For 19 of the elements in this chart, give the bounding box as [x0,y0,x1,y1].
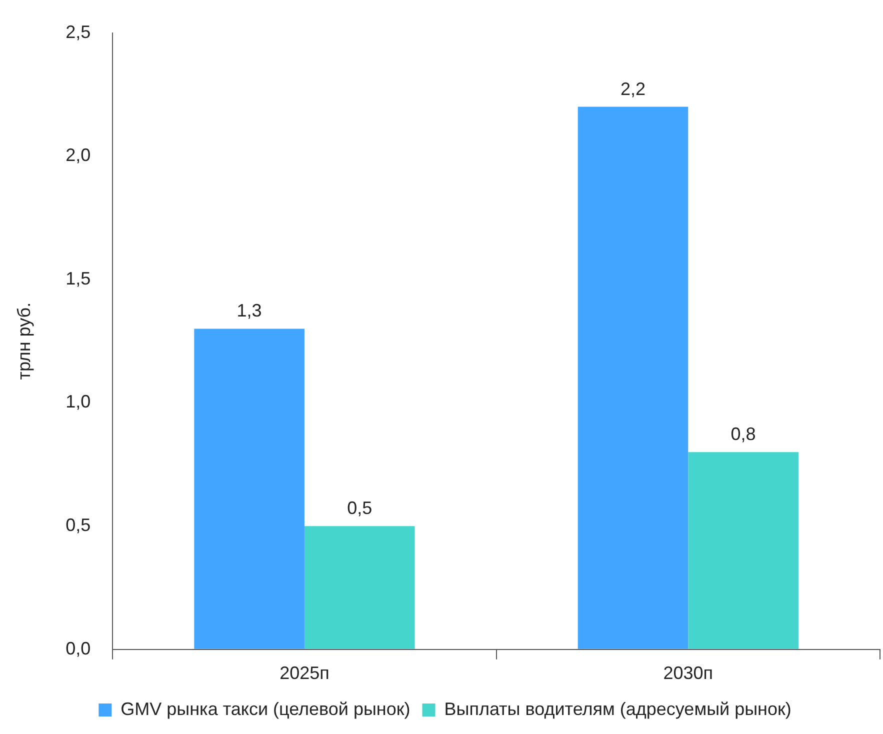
data-label: 0,8 [730,424,756,444]
y-axis-title: трлн руб. [14,302,34,380]
y-tick-label: 0,5 [66,515,91,536]
y-tick-label: 1,0 [66,392,91,412]
y-tick-label: 2,5 [66,22,91,42]
legend-label: Выплаты водителям (адресуемый рынок) [444,698,792,719]
data-label: 1,3 [236,300,262,321]
bar [688,452,798,649]
x-tick-label: 2030п [663,663,714,684]
x-tick-label: 2025п [280,663,330,684]
bar [578,106,688,649]
data-label: 2,2 [620,78,646,99]
y-tick-label: 1,5 [66,268,91,288]
y-tick-label: 2,0 [66,145,91,166]
bar [304,526,415,649]
y-tick-label: 0,0 [66,638,91,658]
bar [194,328,304,649]
legend-label: GMV рынка такси (целевой рынок) [120,698,410,719]
data-label: 0,5 [347,498,372,518]
